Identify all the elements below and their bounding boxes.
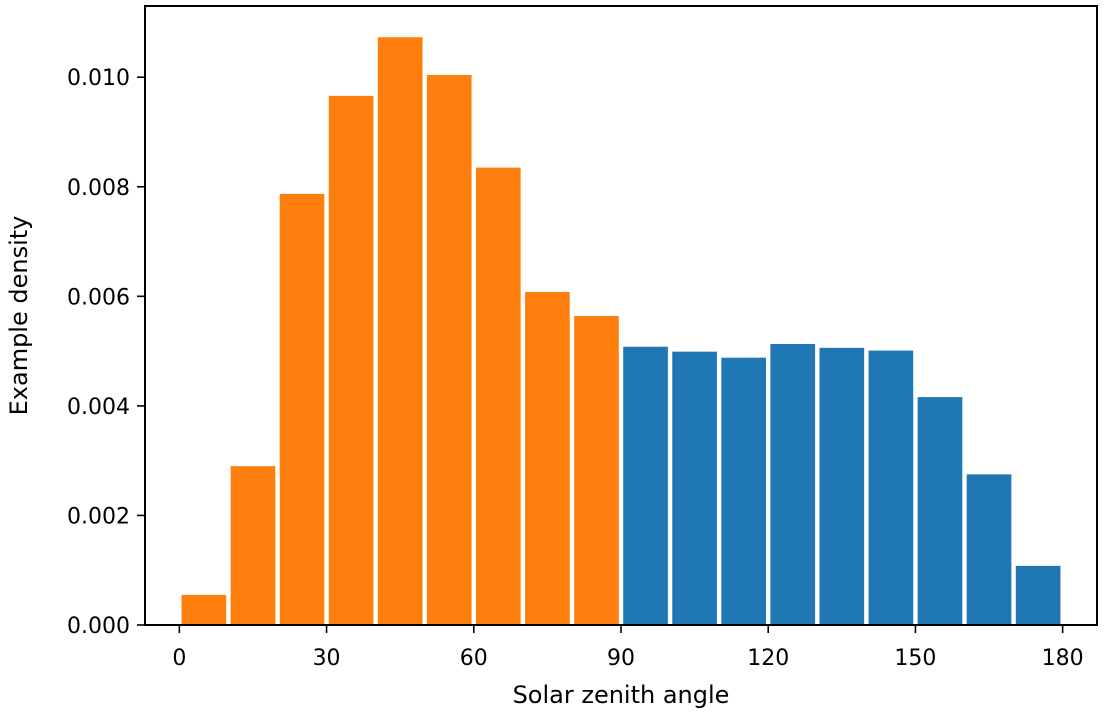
bar-night-150-160 <box>917 397 963 625</box>
x-tick-label: 30 <box>313 646 341 671</box>
y-tick-label: 0.000 <box>67 614 130 639</box>
y-tick-label: 0.002 <box>67 504 130 529</box>
bar-night-120-130 <box>770 343 816 625</box>
x-tick-label: 180 <box>1042 646 1084 671</box>
bar-day-20-30 <box>279 193 325 625</box>
plot-area-frame <box>144 5 1098 626</box>
y-axis-label: Example density <box>5 216 33 416</box>
y-tick-label: 0.004 <box>67 395 130 420</box>
y-axis-ticks: 0.000 0.002 0.004 0.006 0.008 0.010 <box>67 66 145 639</box>
x-tick-label: 90 <box>607 646 635 671</box>
x-tick-label: 0 <box>172 646 186 671</box>
bar-day-60-70 <box>475 167 521 625</box>
bar-day-50-60 <box>426 75 472 625</box>
bar-day-10-20 <box>230 466 276 625</box>
x-axis-ticks: 0 30 60 90 120 150 180 <box>172 625 1084 671</box>
x-tick-label: 150 <box>894 646 936 671</box>
bars-group <box>181 37 1061 626</box>
bar-night-90-100 <box>623 346 668 625</box>
bar-night-100-110 <box>672 351 717 625</box>
x-tick-label: 60 <box>460 646 488 671</box>
bar-day-40-50 <box>377 37 423 626</box>
bar-night-130-140 <box>819 347 865 625</box>
y-tick-label: 0.008 <box>67 176 130 201</box>
y-tick-label: 0.006 <box>67 285 130 310</box>
bar-night-160-170 <box>966 474 1012 625</box>
bar-day-70-80 <box>525 291 570 625</box>
bar-night-170-180 <box>1015 565 1061 625</box>
bar-day-80-90 <box>574 316 619 625</box>
y-tick-label: 0.010 <box>67 66 130 91</box>
x-axis-label: Solar zenith angle <box>513 681 730 709</box>
bar-day-30-40 <box>328 95 374 626</box>
bar-night-140-150 <box>868 350 914 625</box>
bar-day-0-10 <box>181 594 227 625</box>
bar-night-110-120 <box>721 357 767 625</box>
x-tick-label: 120 <box>747 646 789 671</box>
